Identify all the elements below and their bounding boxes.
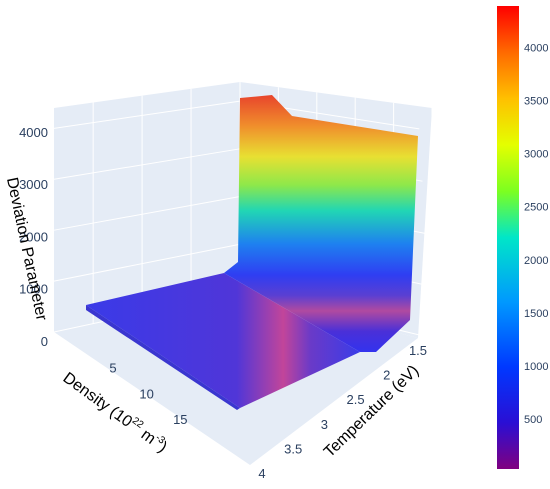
density-tick-label: 5 xyxy=(109,361,116,376)
temperature-tick-label: 3 xyxy=(321,417,328,432)
temperature-tick-label: 3.5 xyxy=(284,441,302,456)
temperature-tick-label: 2 xyxy=(383,368,390,383)
z-tick-label: 3000 xyxy=(19,177,48,192)
density-tick-label: 10 xyxy=(139,386,153,401)
density-tick-label: 15 xyxy=(173,412,187,427)
z-tick-label: 2000 xyxy=(19,229,48,244)
z-axis-ticks: 0 1000 2000 3000 4000 xyxy=(19,125,48,349)
colorbar-tick-label: 1500 xyxy=(524,308,548,320)
surface-wall xyxy=(224,95,418,352)
z-gridline-left xyxy=(53,148,241,180)
colorbar-ticks: 500 1000 1500 2000 2500 3000 3500 4000 xyxy=(524,42,548,426)
temperature-tick-label: 1.5 xyxy=(409,343,427,358)
colorbar-tick-label: 1000 xyxy=(524,361,548,373)
z-gridline-left xyxy=(53,196,241,231)
z-axis-title: Deviation Parameter xyxy=(3,176,50,323)
colorbar-tick-label: 2000 xyxy=(524,255,548,267)
colorbar-tick-label: 3500 xyxy=(524,96,548,108)
z-gridline-left xyxy=(53,243,241,282)
surface-side xyxy=(86,305,240,410)
surface-floor xyxy=(86,273,360,408)
colorbar-tick-label: 4000 xyxy=(524,42,548,54)
z-tick-label: 4000 xyxy=(19,125,48,140)
back-wall-left xyxy=(54,82,240,332)
colorbar-tick-label: 500 xyxy=(524,414,542,426)
z-gridline-left xyxy=(53,100,241,129)
colorbar-tick-label: 3000 xyxy=(524,149,548,161)
z-tick-label: 0 xyxy=(41,334,48,349)
colorbar-tick-label: 2500 xyxy=(524,202,548,214)
density-axis-ticks: 5 10 15 xyxy=(109,361,187,428)
temperature-axis-ticks: 1.5 2 2.5 3 3.5 4 xyxy=(258,343,427,481)
temperature-tick-label: 2.5 xyxy=(347,392,365,407)
temperature-tick-label: 4 xyxy=(258,466,265,481)
z-tick-label: 1000 xyxy=(19,282,48,297)
colorbar xyxy=(497,6,519,469)
